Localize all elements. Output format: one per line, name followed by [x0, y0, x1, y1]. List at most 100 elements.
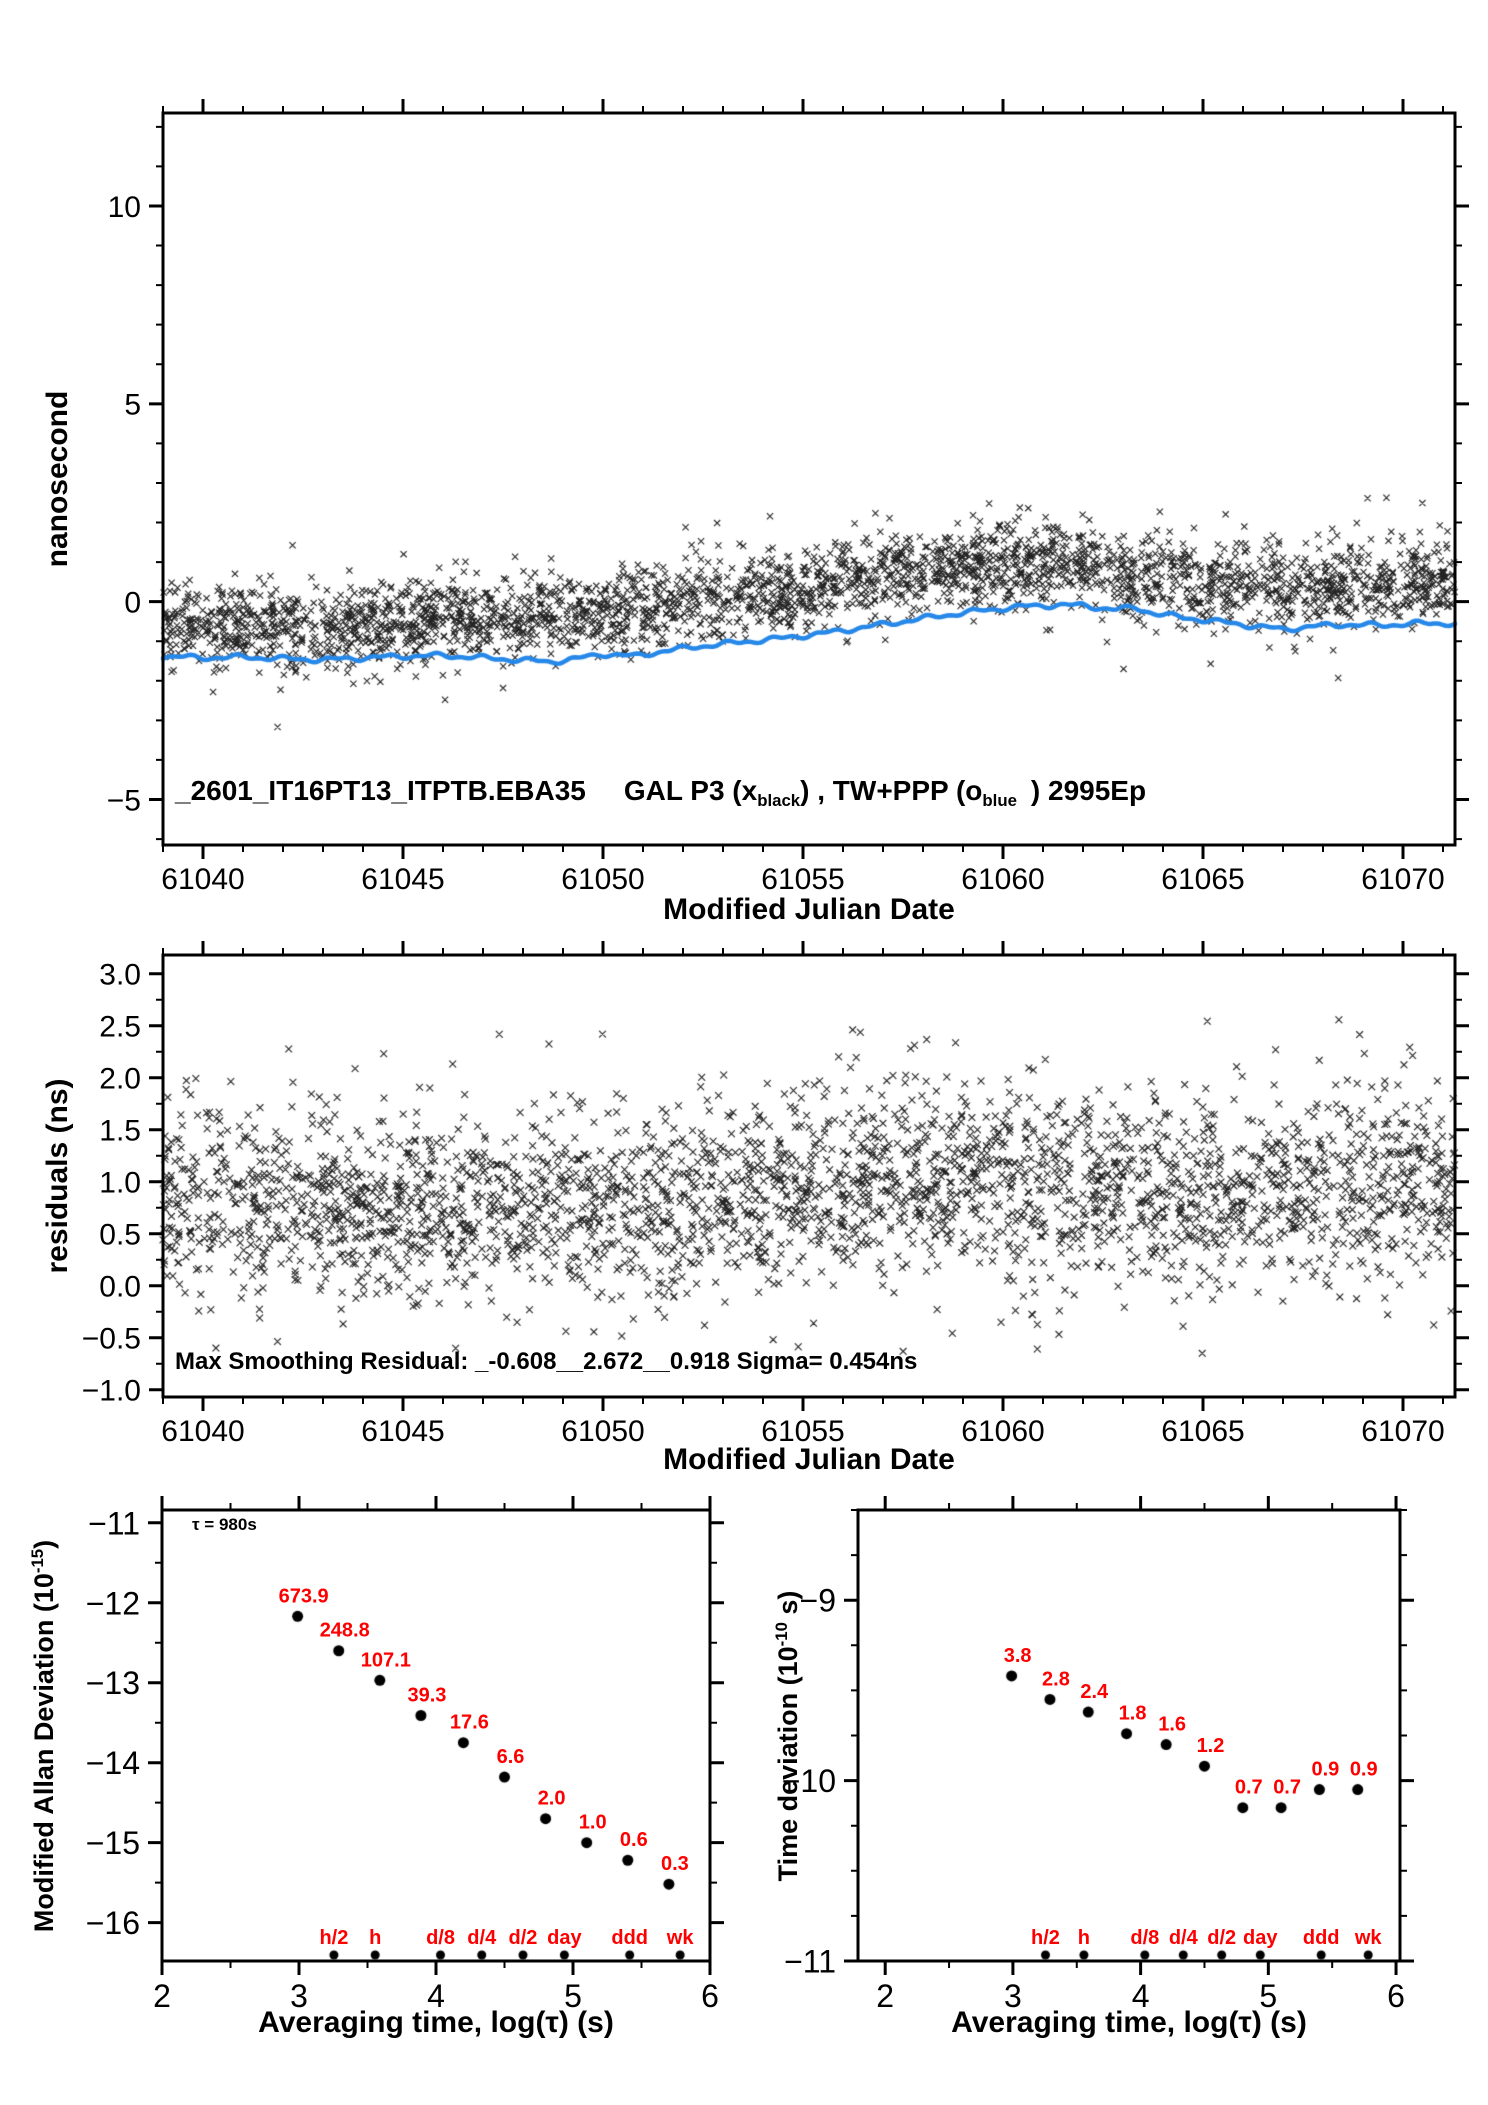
y-tick-label: −5: [107, 784, 141, 817]
smoothing-residual-stats: Max Smoothing Residual: _-0.608__2.672__…: [175, 1348, 918, 1375]
y-axis-label-residuals: residuals (ns): [41, 1078, 74, 1274]
time-marker-label: h: [1078, 1927, 1090, 1949]
point-value-label: 107.1: [361, 1649, 411, 1671]
point-value-label: 39.3: [407, 1685, 446, 1707]
y-axis-label-tdev: Time deviation (10-10 s): [772, 1590, 803, 1882]
y-axis-label-nanosecond: nanosecond: [41, 390, 74, 568]
x-tick-label: 61070: [1361, 1415, 1444, 1448]
point-value-label: 0.7: [1273, 1777, 1301, 1799]
y-tick-label: 3.0: [99, 959, 141, 992]
major-ticks-modified-allan-deviation: [148, 1496, 724, 1975]
x-tick-label: 2: [876, 1978, 894, 2014]
y-tick-label: −1.0: [82, 1375, 141, 1408]
time-marker-label: day: [547, 1927, 582, 1949]
x-tick-label: 61065: [1161, 1415, 1244, 1448]
point-value-label: 17.6: [450, 1712, 489, 1734]
point-value-label: 248.8: [320, 1620, 370, 1642]
x-tick-label: 6: [1387, 1978, 1405, 2014]
panel-frame-clock-difference: [161, 111, 1457, 847]
x-tick-label: 61050: [561, 863, 644, 896]
title-sub-blue: blue: [982, 790, 1017, 810]
x-tick-label: 5: [1259, 1978, 1277, 2014]
x-tick-label: 61055: [761, 863, 844, 896]
y-tick-label: −0.5: [82, 1323, 141, 1356]
y-tick-label: 2.5: [99, 1011, 141, 1044]
x-axis-label-mjd-mid: Modified Julian Date: [663, 1443, 955, 1476]
point-value-label: 0.7: [1235, 1777, 1263, 1799]
panel-frame-time-deviation: [856, 1508, 1402, 1963]
x-axis-label-avgtime-right: Averaging time, log(τ) (s): [951, 2006, 1307, 2039]
y-tick-label: −12: [86, 1585, 140, 1621]
x-axis-label-avgtime-left: Averaging time, log(τ) (s): [258, 2006, 614, 2039]
point-value-label: 2.8: [1042, 1668, 1070, 1690]
time-marker-label: wk: [666, 1927, 695, 1949]
x-tick-label: 61070: [1361, 863, 1444, 896]
point-value-label: 0.3: [661, 1853, 689, 1875]
time-marker-label: d/8: [1130, 1927, 1159, 1949]
minor-ticks-smoothing-residuals: [156, 948, 1462, 1404]
time-marker-label: h/2: [1031, 1927, 1060, 1949]
y-tick-label: −11: [88, 1505, 140, 1541]
mdev-exponent: -15: [28, 1548, 47, 1574]
title-sub-black: black: [757, 790, 801, 810]
x-axis-label-mjd-top: Modified Julian Date: [663, 893, 955, 926]
y-tick-label: −13: [86, 1665, 140, 1701]
title-epochs: ) 2995Ep: [1030, 775, 1147, 806]
y-tick-label: −14: [86, 1745, 140, 1781]
x-tick-label: 61040: [161, 1415, 244, 1448]
x-tick-label: 61055: [761, 1415, 844, 1448]
time-marker-label: d/4: [1169, 1927, 1199, 1949]
x-tick-label: 4: [1132, 1978, 1150, 2014]
point-value-label: 0.9: [1350, 1759, 1378, 1781]
point-value-label: 673.9: [279, 1585, 329, 1607]
y-tick-label: −11: [784, 1944, 836, 1980]
y-tick-label: 5: [124, 389, 141, 422]
x-tick-label: 2: [153, 1978, 171, 2014]
time-marker-label: ddd: [1303, 1927, 1340, 1949]
point-value-label: 2.0: [538, 1788, 566, 1810]
point-value-label: 3.8: [1004, 1645, 1032, 1667]
x-tick-label: 61060: [961, 863, 1044, 896]
y-tick-label: 0: [124, 586, 141, 619]
plot-title: _2601_IT16PT13_ITPTB.EBA35 GAL P3 (xblack…: [175, 775, 1146, 811]
time-marker-label: wk: [1354, 1927, 1383, 1949]
title-gal-p3: GAL P3 (x: [623, 775, 758, 806]
minor-ticks-modified-allan-deviation: [155, 1503, 717, 1968]
x-tick-label: 3: [1004, 1978, 1022, 2014]
panel-frame-smoothing-residuals: [161, 953, 1457, 1399]
major-ticks-smoothing-residuals: [149, 941, 1469, 1411]
x-tick-label: 61040: [161, 863, 244, 896]
time-marker-label: d/4: [467, 1927, 497, 1949]
x-tick-label: 4: [427, 1978, 445, 2014]
point-value-label: 6.6: [497, 1746, 525, 1768]
time-marker-label: d/2: [1207, 1927, 1236, 1949]
time-marker-label: d/2: [509, 1927, 538, 1949]
panel-frame-modified-allan-deviation: [160, 1508, 712, 1963]
tdev-exponent: -10: [772, 1622, 791, 1647]
major-ticks-time-deviation: [844, 1496, 1414, 1975]
x-tick-label: 3: [290, 1978, 308, 2014]
point-value-label: 1.0: [579, 1812, 607, 1834]
y-tick-label: 0.5: [99, 1219, 141, 1252]
point-value-label: 1.6: [1158, 1714, 1186, 1736]
y-tick-label: 2.0: [99, 1063, 141, 1096]
y-tick-label: 0.0: [99, 1271, 141, 1304]
y-tick-label: −10: [782, 1763, 836, 1799]
x-tick-label: 5: [564, 1978, 582, 2014]
time-marker-label: h: [369, 1927, 381, 1949]
minor-ticks-clock-difference: [156, 106, 1462, 852]
y-axis-label-mdev: Modified Allan Deviation (10-15): [28, 1539, 59, 1933]
x-tick-label: 61045: [361, 863, 444, 896]
point-value-label: 1.8: [1119, 1703, 1147, 1725]
tau-annotation: τ = 980s: [192, 1515, 257, 1534]
y-tick-label: −16: [86, 1905, 140, 1941]
point-value-label: 2.4: [1080, 1681, 1109, 1703]
point-value-label: 0.6: [620, 1829, 648, 1851]
time-marker-label: d/8: [426, 1927, 455, 1949]
y-tick-label: −9: [800, 1583, 836, 1619]
minor-ticks-time-deviation: [851, 1503, 1407, 1968]
title-twppp: ) , TW+PPP (o: [800, 775, 983, 806]
x-tick-label: 6: [701, 1978, 719, 2014]
